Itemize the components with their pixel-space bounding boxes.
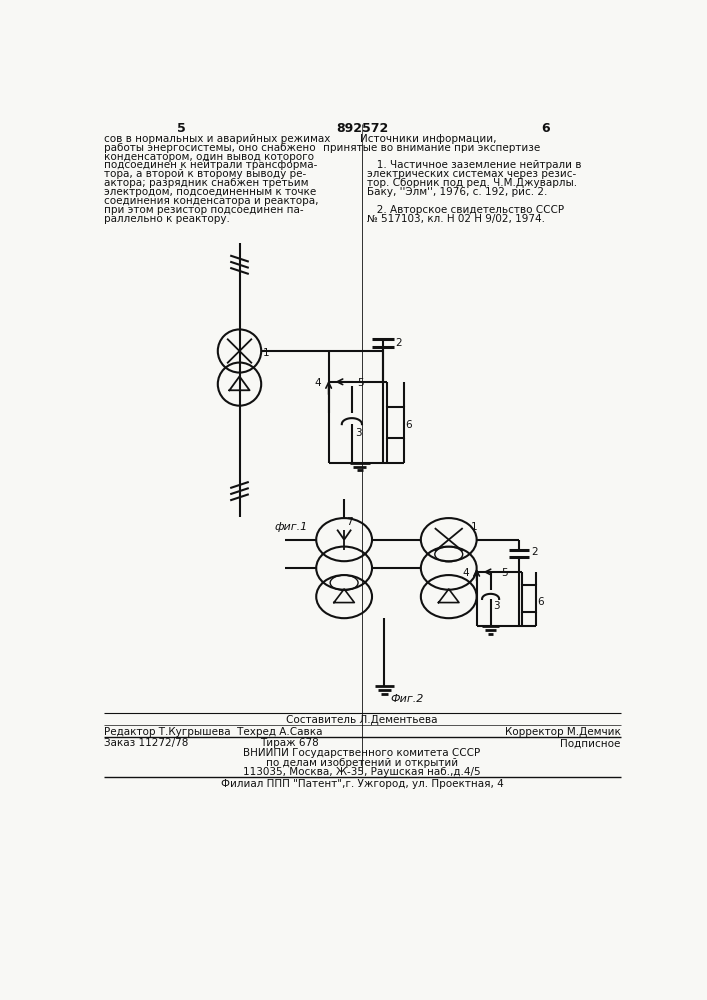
Text: конденсатором, один вывод которого: конденсатором, один вывод которого [104,152,314,162]
Text: Подписное: Подписное [561,738,621,748]
Text: 6: 6 [405,420,412,430]
Bar [522,585,535,612]
Text: Тираж 678: Тираж 678 [260,738,320,748]
Text: электрических системах через резис-: электрических системах через резис- [368,169,577,179]
Text: 6: 6 [537,597,544,607]
Text: Заказ 11272/78: Заказ 11272/78 [104,738,188,748]
Text: 3: 3 [493,601,500,611]
Text: 1: 1 [263,348,269,358]
Text: Составитель Л.Дементьева: Составитель Л.Дементьева [286,715,438,725]
Text: соединения конденсатора и реактора,: соединения конденсатора и реактора, [104,196,318,206]
Text: Корректор М.Демчик: Корректор М.Демчик [505,727,621,737]
Text: по делам изобретений и открытий: по делам изобретений и открытий [266,758,458,768]
Text: Баку, ''Элм'', 1976, с. 192, рис. 2.: Баку, ''Элм'', 1976, с. 192, рис. 2. [368,187,548,197]
Text: раллельно к реактору.: раллельно к реактору. [104,214,230,224]
Text: актора; разрядник снабжен третьим: актора; разрядник снабжен третьим [104,178,308,188]
Text: подсоединен к нейтрали трансформа-: подсоединен к нейтрали трансформа- [104,160,317,170]
Text: 892572: 892572 [336,122,388,135]
Text: тор. Сборник под ред. Ч.М.Джуварлы.: тор. Сборник под ред. Ч.М.Джуварлы. [368,178,578,188]
Text: сов в нормальных и аварийных режимах: сов в нормальных и аварийных режимах [104,134,330,144]
Text: при этом резистор подсоединен па-: при этом резистор подсоединен па- [104,205,303,215]
Text: 3: 3 [355,428,361,438]
Text: фиг.1: фиг.1 [274,522,308,532]
Text: электродом, подсоединенным к точке: электродом, подсоединенным к точке [104,187,316,197]
Text: Редактор Т.Кугрышева  Техред А.Савка: Редактор Т.Кугрышева Техред А.Савка [104,727,322,737]
Text: работы энергосистемы, оно снабжено: работы энергосистемы, оно снабжено [104,143,315,153]
Text: 2: 2 [531,547,537,557]
Text: 5: 5 [357,378,364,388]
Text: № 517103, кл. Н 02 Н 9/02, 1974.: № 517103, кл. Н 02 Н 9/02, 1974. [368,214,545,224]
Text: Филиал ППП "Патент",г. Ужгород, ул. Проектная, 4: Филиал ППП "Патент",г. Ужгород, ул. Прое… [221,779,503,789]
Text: 5: 5 [501,568,508,578]
Text: 7: 7 [346,517,352,527]
Text: 2. Авторское свидетельство СССР: 2. Авторское свидетельство СССР [368,205,564,215]
Text: 4: 4 [462,568,469,578]
Bar [387,407,404,438]
Text: Фиг.2: Фиг.2 [391,694,424,704]
Text: 4: 4 [315,378,321,388]
Text: тора, а второй к второму выводу ре-: тора, а второй к второму выводу ре- [104,169,306,179]
Text: 2: 2 [395,338,402,348]
Text: ВНИИПИ Государственного комитета СССР: ВНИИПИ Государственного комитета СССР [243,748,481,758]
Text: 1. Частичное заземление нейтрали в: 1. Частичное заземление нейтрали в [368,160,582,170]
Text: принятые во внимание при экспертизе: принятые во внимание при экспертизе [323,143,540,153]
Text: 113035, Москва, Ж-35, Раушская наб.,д.4/5: 113035, Москва, Ж-35, Раушская наб.,д.4/… [243,767,481,777]
Text: 5: 5 [177,122,186,135]
Text: Источники информации,: Источники информации, [360,134,496,144]
Text: 1: 1 [470,522,477,532]
Text: 6: 6 [542,122,550,135]
